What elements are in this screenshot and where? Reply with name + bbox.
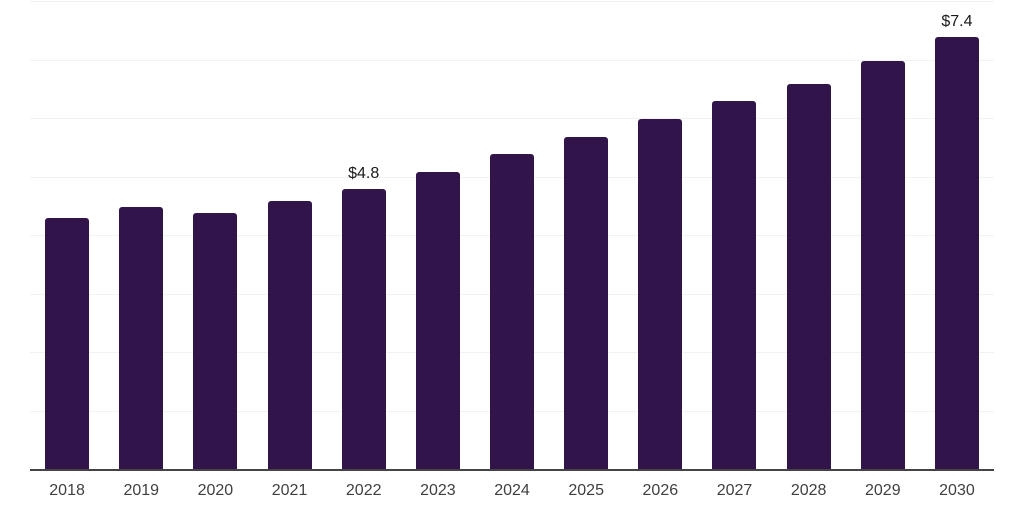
bar-slot-2029 bbox=[846, 2, 920, 470]
bar-slot-2021 bbox=[252, 2, 326, 470]
x-tick-label-2021: 2021 bbox=[271, 482, 308, 499]
bar-slot-2019 bbox=[104, 2, 178, 470]
bar-slot-2025 bbox=[549, 2, 623, 470]
bar-2022 bbox=[341, 189, 386, 470]
bar-slot-2030: $7.4 bbox=[920, 2, 994, 470]
x-axis-labels: 2018 2019 2020 2021 2022 2023 2024 2025 2026 2027… bbox=[30, 482, 994, 500]
bar-slot-2026 bbox=[623, 2, 697, 470]
bar-2019 bbox=[119, 206, 164, 470]
x-tick-label-2030: 2030 bbox=[939, 482, 975, 499]
bar-2018 bbox=[45, 218, 90, 470]
plot-area: $4.8 $7.4 bbox=[30, 1, 994, 471]
value-label-2022: $4.8 bbox=[348, 165, 380, 183]
bar-slot-2020 bbox=[178, 2, 252, 470]
x-tick-label-2018: 2018 bbox=[49, 482, 85, 499]
bar-slot-2024 bbox=[475, 2, 549, 470]
x-tick-label-2022: 2022 bbox=[345, 482, 382, 499]
x-tick-label-2029: 2029 bbox=[865, 482, 901, 499]
bar-2024 bbox=[490, 154, 535, 470]
bar-2029 bbox=[860, 60, 905, 470]
gridline bbox=[30, 118, 994, 119]
bar-slot-2028 bbox=[772, 2, 846, 470]
x-axis-line bbox=[30, 469, 994, 471]
bar-2027 bbox=[712, 101, 757, 470]
value-label-2030: $7.4 bbox=[941, 13, 973, 31]
bar-2021 bbox=[267, 200, 312, 470]
bar-slot-2023 bbox=[401, 2, 475, 470]
bar-2025 bbox=[564, 136, 609, 470]
x-tick-label-2027: 2027 bbox=[716, 482, 753, 499]
bar-2026 bbox=[638, 119, 683, 470]
gridline bbox=[30, 59, 994, 61]
bar-2020 bbox=[193, 212, 238, 470]
bar-slot-2018 bbox=[30, 2, 104, 470]
x-tick-label-2026: 2026 bbox=[642, 482, 679, 499]
gridline bbox=[30, 1, 994, 2]
bar-2030 bbox=[934, 37, 979, 470]
bar-slot-2027 bbox=[697, 2, 771, 470]
bars: $4.8 $7.4 bbox=[30, 2, 994, 470]
bar-2023 bbox=[415, 171, 460, 470]
x-tick-label-2028: 2028 bbox=[790, 482, 827, 499]
bar-slot-2022: $4.8 bbox=[327, 2, 401, 470]
bar-2028 bbox=[786, 83, 831, 470]
x-tick-label-2024: 2024 bbox=[494, 482, 530, 499]
x-tick-label-2020: 2020 bbox=[197, 482, 234, 499]
x-tick-label-2023: 2023 bbox=[420, 482, 456, 499]
x-tick-label-2019: 2019 bbox=[123, 482, 160, 499]
x-tick-label-2025: 2025 bbox=[568, 482, 604, 499]
